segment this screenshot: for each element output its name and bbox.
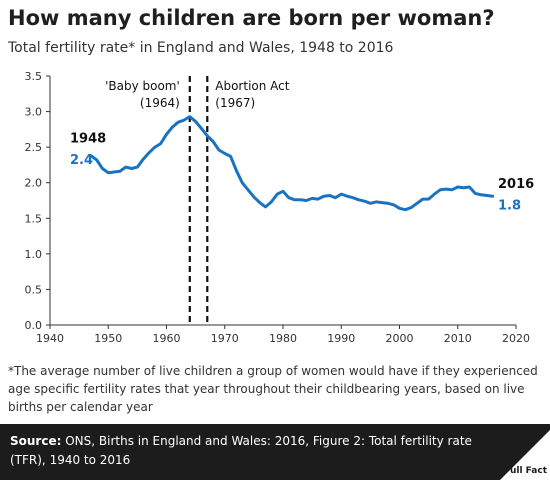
y-tick-label: 1.0: [25, 248, 43, 261]
x-tick-label: 2020: [502, 332, 530, 345]
chart-subtitle: Total fertility rate* in England and Wal…: [8, 40, 394, 56]
y-tick-label: 2.5: [25, 141, 43, 154]
fertility-line-chart: 0.0 0.5 1.0 1.5 2.0 2.5 3.0 3.5 1940 1950 1960 1970…: [25, 70, 535, 345]
x-tick-label: 1990: [327, 332, 355, 345]
y-tick-label: 3.5: [25, 70, 43, 83]
start-year-label: 1948: [70, 132, 106, 147]
x-tick-label: 2000: [386, 332, 414, 345]
y-tick-label: 0.5: [25, 283, 43, 296]
y-tick-label: 3.0: [25, 106, 43, 119]
x-tick-label: 1950: [94, 332, 122, 345]
x-tick-label: 1980: [269, 332, 297, 345]
x-tick-label: 1940: [36, 332, 64, 345]
source-text: ONS, Births in England and Wales: 2016, …: [10, 434, 472, 467]
logo-text: Full Fact: [504, 466, 547, 476]
full-fact-logo: Full Fact: [500, 430, 550, 480]
y-tick-label: 1.5: [25, 212, 43, 225]
x-tick-label: 1970: [211, 332, 239, 345]
end-year-label: 2016: [498, 177, 534, 192]
x-tick-label: 2010: [444, 332, 472, 345]
end-value-label: 1.8: [498, 198, 521, 213]
y-tick-label: 0.0: [25, 319, 43, 332]
reference-label: (1967): [215, 96, 255, 110]
reference-label: 'Baby boom': [105, 79, 180, 93]
start-value-label: 2.4: [70, 153, 93, 168]
source-label: Source:: [10, 434, 62, 448]
reference-label: Abortion Act: [215, 79, 289, 93]
y-tick-label: 2.0: [25, 177, 43, 190]
footnote: *The average number of live children a g…: [8, 364, 538, 414]
logo-triangle-icon: [500, 430, 550, 480]
footer-bar: Source: ONS, Births in England and Wales…: [0, 424, 550, 480]
chart-title: How many children are born per woman?: [8, 6, 495, 30]
reference-label: (1964): [140, 96, 180, 110]
source-note: Source: ONS, Births in England and Wales…: [10, 432, 495, 470]
series-line: [89, 115, 495, 212]
x-tick-label: 1960: [153, 332, 181, 345]
